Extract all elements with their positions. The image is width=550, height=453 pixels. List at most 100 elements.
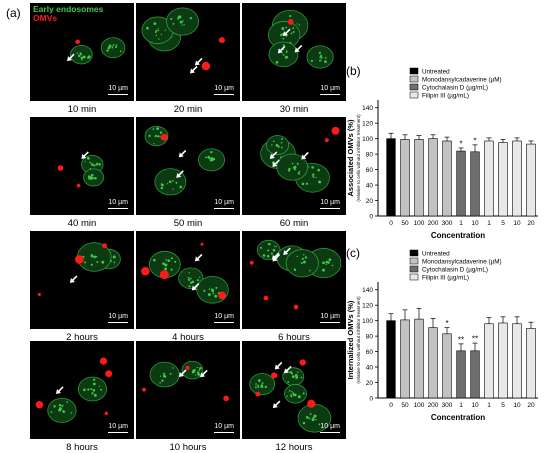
endosome-dot xyxy=(148,134,151,138)
endosome-dot xyxy=(98,163,101,166)
endosome-dot xyxy=(276,144,278,146)
endosome-dot xyxy=(259,246,262,249)
endosome-dot xyxy=(179,20,183,24)
timepoint-label: 30 min xyxy=(279,104,309,115)
x-tick-label: 20 xyxy=(527,402,535,409)
timepoint-label: 10 min xyxy=(67,104,97,115)
endosome-dot xyxy=(50,411,53,414)
omv-blob xyxy=(35,401,44,409)
endosome-dot xyxy=(155,29,158,32)
endosome-dot xyxy=(275,245,277,248)
endosome-dot xyxy=(270,252,273,255)
endosome-dot xyxy=(187,276,190,279)
endosome-dot xyxy=(199,276,201,278)
scale-bar: 10 µm xyxy=(320,199,340,209)
endosome-dot xyxy=(292,392,295,395)
bar-5 xyxy=(498,142,508,217)
omv-blob xyxy=(263,295,269,301)
endosome-dot xyxy=(90,174,94,177)
endosome-dot xyxy=(291,162,294,165)
endosome-dot xyxy=(289,15,292,18)
endosome-dot xyxy=(300,261,303,264)
endosome-dot xyxy=(166,183,169,185)
endosome-dot xyxy=(90,163,94,166)
bar-1 xyxy=(484,140,494,217)
endosome-dot xyxy=(312,175,314,178)
endosome-dot xyxy=(179,185,183,189)
endosome-dot xyxy=(297,172,301,175)
y-tick-label: 120 xyxy=(362,303,373,310)
timepoint-label: 40 min xyxy=(67,218,97,229)
scale-bar-label: 10 µm xyxy=(214,198,234,206)
endosome-dot xyxy=(81,58,83,61)
omv-blob xyxy=(142,387,147,392)
endosome-dot xyxy=(296,23,298,25)
micrograph-8: 10 µm xyxy=(136,231,240,329)
x-tick-label: 50 xyxy=(401,220,409,227)
x-tick-label: 1 xyxy=(459,402,463,409)
arrow-icon xyxy=(269,151,278,159)
endosome-dot xyxy=(292,27,295,30)
endosome-dot xyxy=(62,410,66,413)
endosome-dot xyxy=(257,384,259,387)
arrow-icon xyxy=(178,149,187,158)
arrow-icon xyxy=(194,253,203,262)
bar-1 xyxy=(484,323,494,399)
scale-bar: 10 µm xyxy=(214,313,234,323)
arrow-icon xyxy=(283,247,291,256)
endosome-dot xyxy=(172,179,174,182)
endosome-dot xyxy=(274,245,276,248)
endosome-dot xyxy=(257,386,260,389)
endosome-dot xyxy=(284,55,288,59)
endosome-dot xyxy=(280,141,283,144)
endosome-dot xyxy=(53,405,56,408)
significance-marker: ** xyxy=(458,335,464,344)
endosome-dot xyxy=(164,267,167,271)
endosome-dot xyxy=(323,262,325,264)
endosome-dot xyxy=(164,374,166,376)
endosome-dot xyxy=(84,161,86,163)
bar-0 xyxy=(386,320,396,399)
scale-bar-label: 10 µm xyxy=(320,422,340,430)
bar-20 xyxy=(526,143,536,217)
legend-swatch xyxy=(409,265,419,273)
omv-blob xyxy=(57,165,64,171)
endosome-dot xyxy=(267,243,270,246)
endosome-dot xyxy=(119,50,122,53)
endosome-dot xyxy=(214,294,218,298)
x-tick-label: 100 xyxy=(414,220,425,227)
scale-bar-label: 10 µm xyxy=(214,84,234,92)
endosome-dot xyxy=(320,59,322,62)
endosome-dot xyxy=(198,369,201,371)
endosome-dot xyxy=(174,260,177,263)
endosome-dot xyxy=(152,258,156,262)
y-tick-label: 80 xyxy=(366,334,374,341)
y-tick-label: 60 xyxy=(366,167,374,174)
endosome-dot xyxy=(95,255,98,258)
bar-1 xyxy=(456,350,466,399)
endosome-dot xyxy=(164,29,167,31)
endosome-dot xyxy=(264,385,268,389)
endosome-dot xyxy=(254,386,257,389)
x-tick-label: 1 xyxy=(459,220,463,227)
x-tick-label: 200 xyxy=(428,402,439,409)
legend-swatch xyxy=(409,83,419,91)
endosome-dot xyxy=(309,413,312,416)
endosome-dot xyxy=(207,293,211,296)
bar-10 xyxy=(470,350,480,399)
endosome-dot xyxy=(92,388,96,392)
endosome-dot xyxy=(293,393,297,397)
micrograph-11: 10 µm xyxy=(136,341,240,439)
y-tick-label: 40 xyxy=(366,183,374,190)
bar-200 xyxy=(428,327,438,399)
endosome-dot xyxy=(325,260,329,264)
endosome-dot xyxy=(324,60,327,63)
endosome-dot xyxy=(79,53,83,56)
timepoint-label: 10 hours xyxy=(169,442,207,453)
endosome-dot xyxy=(292,31,295,33)
micrograph-5: 10 µm xyxy=(136,117,240,215)
endosome-dot xyxy=(324,56,327,59)
micrograph-2: 10 µm xyxy=(136,3,240,101)
scale-bar: 10 µm xyxy=(214,423,234,433)
endosome-dot xyxy=(115,46,118,49)
